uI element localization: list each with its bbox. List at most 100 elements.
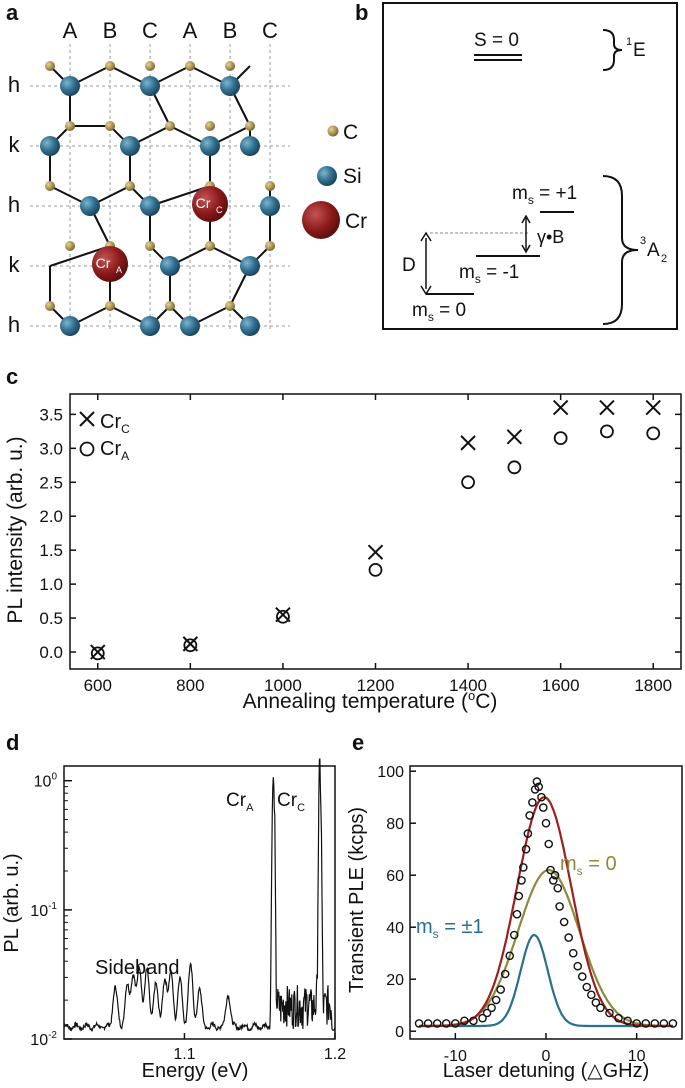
legend-chromium-marker (302, 201, 340, 239)
carbon-atom (125, 181, 135, 191)
cr-a-point (90, 646, 105, 661)
y-tick-label: 3.5 (39, 405, 63, 424)
singlet-brace (602, 29, 623, 71)
ple-data-point (555, 902, 564, 911)
plot-e-frame (409, 765, 683, 1040)
ple-data-point (525, 811, 534, 820)
x-tick-label: 1800 (634, 676, 672, 695)
ple-data-point (659, 1019, 669, 1028)
plot-e-xlabel: Laser detuning (△GHz) (443, 1060, 650, 1082)
ple-data-point (487, 1003, 496, 1013)
ple-data-point (668, 1019, 678, 1028)
y-tick-label: 10-2 (30, 1030, 57, 1049)
cr-a-point (507, 460, 522, 475)
carbon-atom (225, 301, 235, 311)
legend-cr-a: CrA (100, 438, 129, 463)
ple-data-point (623, 1016, 632, 1026)
y-tick-label: 2.0 (39, 507, 63, 526)
y-tick-label: 10-1 (30, 901, 57, 920)
ms0-curve-label: ms = 0 (560, 853, 617, 878)
carbon-atom (65, 121, 75, 131)
ple-data-point (460, 1016, 469, 1026)
ple-data-point (559, 917, 569, 927)
lattice-row-labels: h k h k h (8, 72, 21, 337)
x-tick-label: 800 (176, 676, 204, 695)
y-tick-label: 80 (386, 816, 404, 833)
plot-d-ylabel: PL (arb. u.) (1, 853, 23, 952)
triplet-term-sub: 2 (661, 253, 667, 265)
energy-level-frame (382, 2, 678, 330)
cr-a-sphere (92, 246, 128, 282)
ple-data-point (548, 876, 558, 885)
ple-data-point (521, 844, 531, 854)
cr-a-point (553, 431, 568, 446)
ple-data-point (614, 1013, 623, 1023)
carbon-atom (265, 181, 275, 191)
ple-data-point (496, 985, 505, 994)
row-label: k (9, 252, 21, 277)
ple-data-point (441, 1019, 451, 1028)
zeeman-label: γ•B (537, 227, 564, 247)
y-tick-label: 1.5 (39, 541, 63, 560)
column-label: B (223, 18, 238, 43)
silicon-atom (260, 196, 280, 216)
x-tick-label: 10 (628, 1048, 646, 1065)
silicon-atom (60, 316, 80, 336)
cr-a-point (461, 475, 475, 490)
ple-data-point (550, 870, 560, 880)
row-label: h (8, 192, 20, 217)
carbon-atom (105, 61, 115, 71)
ms-zero-label: ms = 0 (412, 300, 466, 324)
y-tick-label: 2.5 (39, 473, 63, 492)
ple-data-point (573, 961, 583, 971)
ple-data-point (605, 1008, 614, 1018)
silicon-atom (140, 316, 160, 336)
carbon-atom (45, 301, 55, 311)
column-label: A (183, 18, 198, 43)
legend-cr-c: CrC (100, 411, 130, 436)
ple-data-point (469, 1016, 478, 1026)
silicon-atom (240, 136, 260, 156)
column-label: B (103, 18, 118, 43)
panel-a-label: a (6, 0, 19, 25)
x-tick-label: 1.1 (173, 1046, 195, 1063)
cr-c-point (460, 435, 476, 451)
zfs-arrowheads (420, 231, 432, 296)
ms-plus1-label: ms = +1 (512, 183, 577, 207)
ple-data-point (538, 803, 548, 812)
y-tick-label: 1.0 (39, 575, 63, 594)
cr-c-point (552, 399, 569, 416)
ple-data-point (423, 1019, 433, 1028)
legend-o-marker (79, 441, 95, 457)
cr-c-point (506, 429, 523, 445)
ple-data-point (568, 948, 578, 958)
carbon-atom (105, 121, 115, 131)
silicon-atom (240, 316, 260, 336)
silicon-atom (160, 256, 180, 276)
ple-data-point (553, 883, 563, 893)
x-tick-label: 1.2 (324, 1046, 346, 1063)
silicon-atom (40, 136, 60, 156)
y-tick-label: 100 (34, 772, 58, 791)
plot-d-xlabel: Energy (eV) (142, 1060, 249, 1082)
row-label: k (9, 132, 21, 157)
ple-data-point (500, 969, 510, 979)
cr-c-point (367, 544, 384, 560)
silicon-atom (200, 136, 220, 156)
plot-c-marks (90, 399, 661, 661)
ple-data-point (546, 865, 555, 875)
y-tick-label: 100 (377, 764, 404, 781)
panel-c: c 600 800 1000 1200 1400 1600 1800 0.0 0.5 1.0 1.5… (4, 364, 682, 713)
ple-data-point (509, 930, 519, 940)
lattice-column-labels: A B C A B C (63, 18, 278, 43)
ple-data-point (587, 990, 596, 1000)
y-tick-label: 3.0 (39, 439, 63, 458)
triplet-term-main: A (647, 240, 660, 261)
plot-d-frame (63, 765, 336, 1040)
x-tick-label: 1600 (542, 676, 580, 695)
cr-c-atom: Cr C (192, 186, 228, 222)
plot-e-curves (419, 796, 673, 1028)
ple-data-point (482, 1008, 492, 1018)
plot-c-ylabel: PL intensity (arb. u.) (4, 436, 27, 623)
